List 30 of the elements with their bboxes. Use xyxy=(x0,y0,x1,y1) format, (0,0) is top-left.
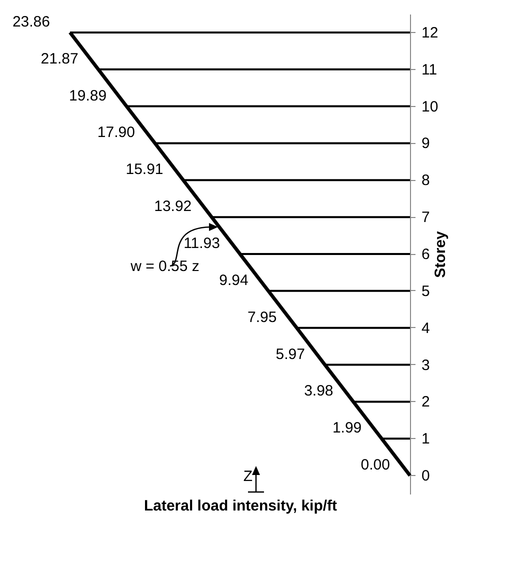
y-tick-label: 11 xyxy=(422,61,438,78)
y-tick-label: 8 xyxy=(422,172,430,190)
data-label: 17.90 xyxy=(97,124,135,142)
data-label: 21.87 xyxy=(40,50,78,68)
data-label: 19.89 xyxy=(69,87,107,104)
y-axis-title: Storey xyxy=(432,230,450,278)
data-label: 3.98 xyxy=(304,382,334,400)
y-tick-label: 5 xyxy=(422,282,430,300)
x-axis-title: Lateral load intensity, kip/ft xyxy=(144,498,338,514)
data-label: 15.91 xyxy=(126,161,164,178)
y-tick-label: 7 xyxy=(422,209,430,226)
y-tick-label: 0 xyxy=(422,468,430,485)
data-label: 1.99 xyxy=(332,420,362,437)
y-tick-label: 12 xyxy=(422,24,438,42)
y-tick-label: 3 xyxy=(422,356,430,374)
y-tick-label: 10 xyxy=(422,98,438,116)
y-tick-label: 2 xyxy=(422,394,430,411)
annotation: w = 0.55 z xyxy=(130,258,200,275)
data-label: 7.95 xyxy=(248,308,277,326)
y-tick-label: 1 xyxy=(422,430,430,448)
data-label: 11.93 xyxy=(184,235,220,252)
data-label: 23.86 xyxy=(12,13,50,30)
data-label: 0.00 xyxy=(360,456,390,474)
data-label: 13.92 xyxy=(154,198,192,216)
y-tick-label: 6 xyxy=(422,246,430,263)
data-label: 9.94 xyxy=(219,272,248,289)
annotation: Z xyxy=(243,468,253,485)
y-tick-label: 9 xyxy=(422,135,430,152)
y-tick-label: 4 xyxy=(422,320,430,337)
data-label: 5.97 xyxy=(276,346,305,363)
